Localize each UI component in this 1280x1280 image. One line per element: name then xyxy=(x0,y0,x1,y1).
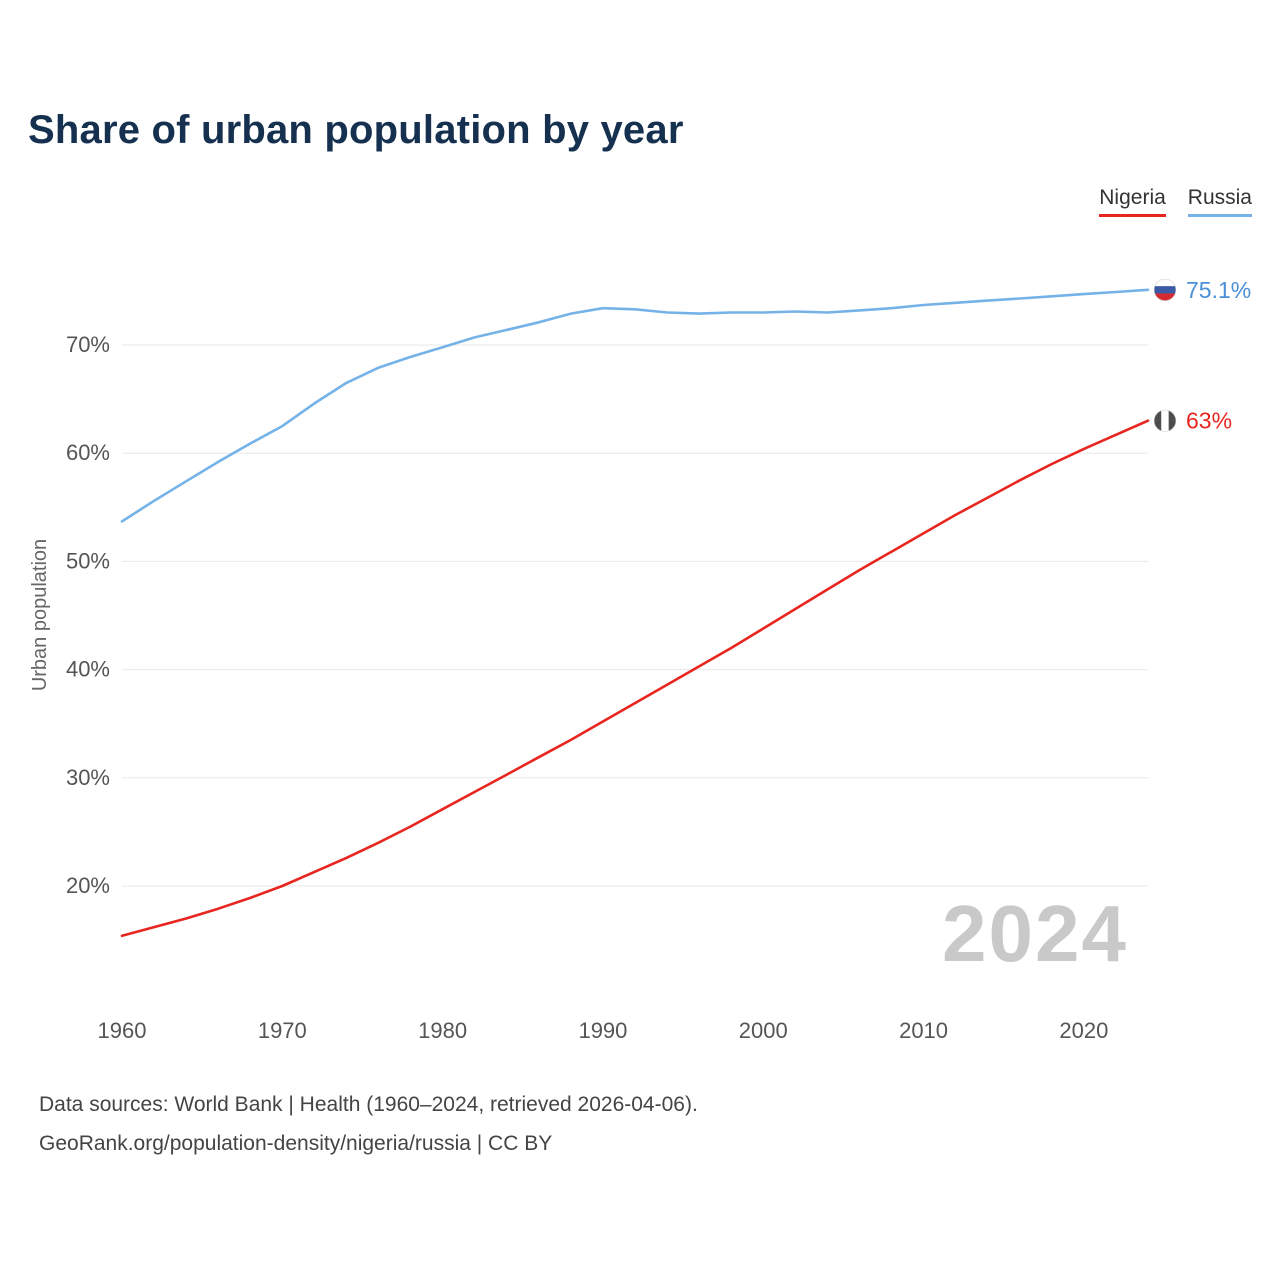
legend-item-nigeria[interactable]: Nigeria xyxy=(1099,186,1166,217)
x-tick-label: 2020 xyxy=(1059,1018,1108,1043)
y-tick-label: 30% xyxy=(66,765,110,790)
page-title: Share of urban population by year xyxy=(28,108,684,152)
x-tick-label: 1970 xyxy=(258,1018,307,1043)
data-source-line: Data sources: World Bank | Health (1960–… xyxy=(39,1093,698,1116)
y-tick-label: 20% xyxy=(66,873,110,898)
x-tick-label: 1960 xyxy=(98,1018,147,1043)
end-value-label-nigeria: 63% xyxy=(1186,408,1232,434)
x-tick-label: 1990 xyxy=(578,1018,627,1043)
russia-flag-icon xyxy=(1154,278,1176,301)
y-tick-label: 50% xyxy=(66,548,110,573)
end-value-label-russia: 75.1% xyxy=(1186,277,1251,303)
x-tick-label: 1980 xyxy=(418,1018,467,1043)
legend-item-russia[interactable]: Russia xyxy=(1187,186,1252,217)
chart-legend: Nigeria Russia xyxy=(1099,186,1252,217)
series-line-nigeria xyxy=(120,419,1150,938)
attribution-line: GeoRank.org/population-density/nigeria/r… xyxy=(39,1131,553,1155)
series-line-russia xyxy=(120,288,1150,523)
x-tick-label: 2000 xyxy=(739,1018,788,1043)
nigeria-flag-icon xyxy=(1154,409,1176,432)
y-tick-label: 40% xyxy=(66,657,110,682)
y-tick-label: 60% xyxy=(66,440,110,465)
footer: Data sources: World Bank | Health (1960–… xyxy=(39,1086,698,1164)
y-tick-label: 70% xyxy=(66,332,110,357)
x-tick-label: 2010 xyxy=(899,1018,948,1043)
watermark-year: 2024 xyxy=(942,889,1128,978)
y-axis-title: Urban population xyxy=(29,539,51,691)
